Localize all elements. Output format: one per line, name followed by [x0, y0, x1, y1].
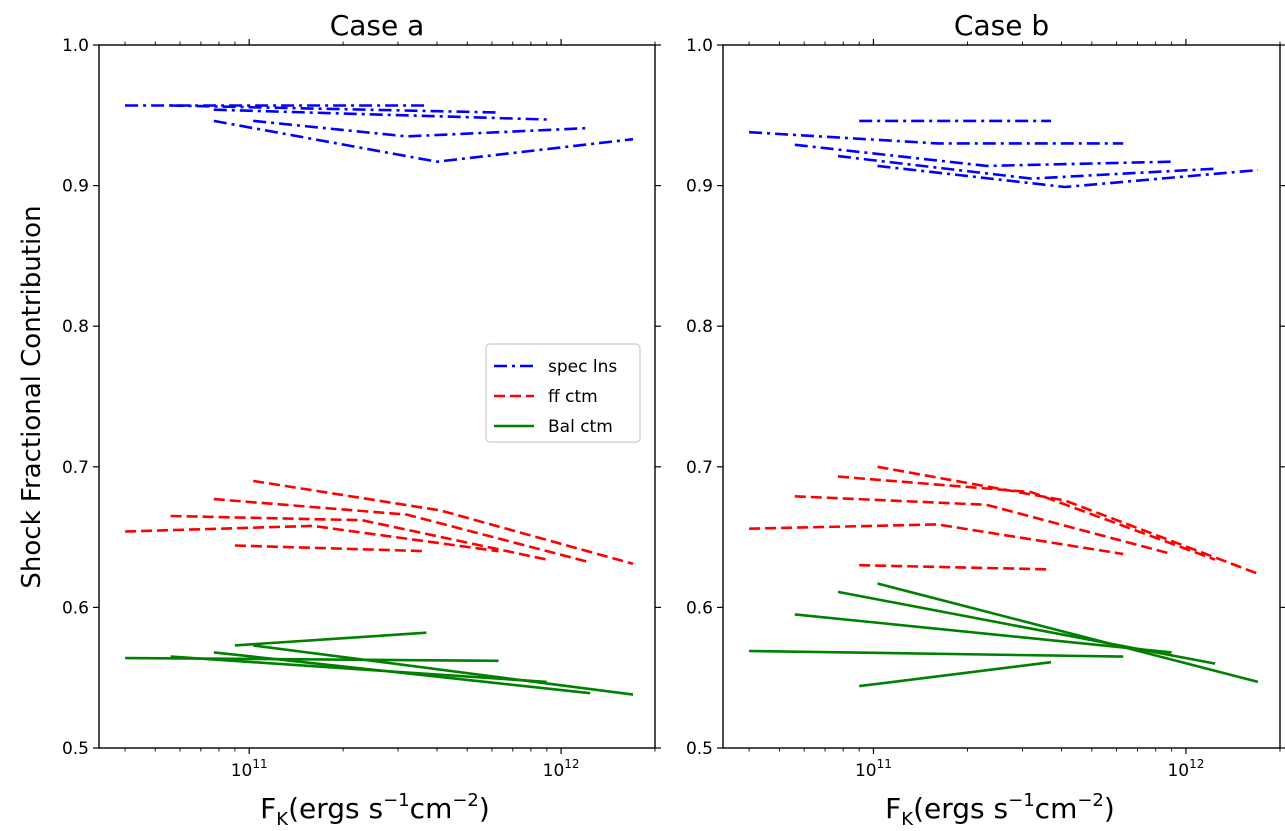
y-tick-label: 0.6	[686, 598, 713, 618]
series-line-ff-ctm	[859, 563, 1052, 571]
series-line-ff-ctm	[837, 475, 1216, 561]
x-tick-label: 1011	[855, 757, 892, 781]
series-line-ff-ctm	[234, 544, 427, 553]
series-line-spec-lns	[794, 143, 1172, 168]
panel-case-b: Case b 0.5 0.6 0.7 0.8 0.9 1.0 1011 1012	[686, 9, 1285, 781]
y-tick-label: 0.5	[62, 739, 89, 759]
series-line-Bal-ctm	[859, 660, 1052, 688]
legend-label: Bal ctm	[548, 417, 613, 437]
series-line-spec-lns	[170, 104, 499, 114]
series-line-Bal-ctm	[749, 649, 1124, 658]
y-tick-label: 1.0	[62, 36, 89, 56]
series-line-spec-lns	[877, 164, 1259, 189]
legend: spec lns ff ctm Bal ctm	[485, 343, 641, 443]
series-line-Bal-ctm	[837, 590, 1216, 665]
series-line-ff-ctm	[749, 523, 1124, 556]
y-tick-label: 0.8	[686, 317, 713, 337]
x-tick-label: 1012	[543, 757, 580, 781]
series-line-Bal-ctm	[213, 651, 591, 695]
series-line-spec-lns	[837, 154, 1216, 180]
axes-frame	[98, 44, 656, 749]
series-line-spec-lns	[253, 119, 591, 138]
series-line-Bal-ctm	[253, 644, 634, 696]
series-line-ff-ctm	[252, 479, 634, 566]
y-tick-label: 0.8	[62, 317, 89, 337]
x-tick-label: 1011	[231, 757, 268, 781]
x-axis-label-case-b: FK(ergs s−1cm−2)	[885, 790, 1115, 830]
legend-label: ff ctm	[548, 387, 598, 407]
series-line-ff-ctm	[213, 497, 591, 564]
series-line-spec-lns	[213, 119, 634, 164]
y-tick-label: 0.9	[686, 177, 713, 197]
panel-title: Case a	[330, 9, 425, 42]
series-line-ff-ctm	[170, 514, 548, 561]
x-axis-label-case-a: FK(ergs s−1cm−2)	[260, 790, 490, 830]
y-axis-label: Shock Fractional Contribution	[17, 205, 47, 588]
series-line-Bal-ctm	[877, 582, 1259, 684]
y-tick-label: 0.7	[62, 458, 89, 478]
panel-case-a: Case a 0.5 0.6 0.7 0.8 0.9 1.0 1011 1012	[62, 9, 661, 781]
legend-box	[485, 343, 641, 443]
series-line-spec-lns	[213, 108, 547, 121]
y-tick-label: 0.5	[686, 739, 713, 759]
y-tick-label: 0.9	[62, 177, 89, 197]
y-tick-label: 1.0	[686, 36, 713, 56]
x-tick-label: 1012	[1167, 757, 1204, 781]
y-tick-label: 0.7	[686, 458, 713, 478]
legend-label: spec lns	[548, 357, 617, 377]
series-line-spec-lns	[749, 130, 1124, 145]
series-line-ff-ctm	[125, 524, 499, 553]
panel-title: Case b	[954, 9, 1049, 42]
series-line-ff-ctm	[877, 465, 1259, 575]
y-tick-label: 0.6	[62, 598, 89, 618]
axes-frame	[722, 44, 1281, 749]
series-line-Bal-ctm	[794, 613, 1172, 654]
series-line-Bal-ctm	[234, 631, 427, 647]
